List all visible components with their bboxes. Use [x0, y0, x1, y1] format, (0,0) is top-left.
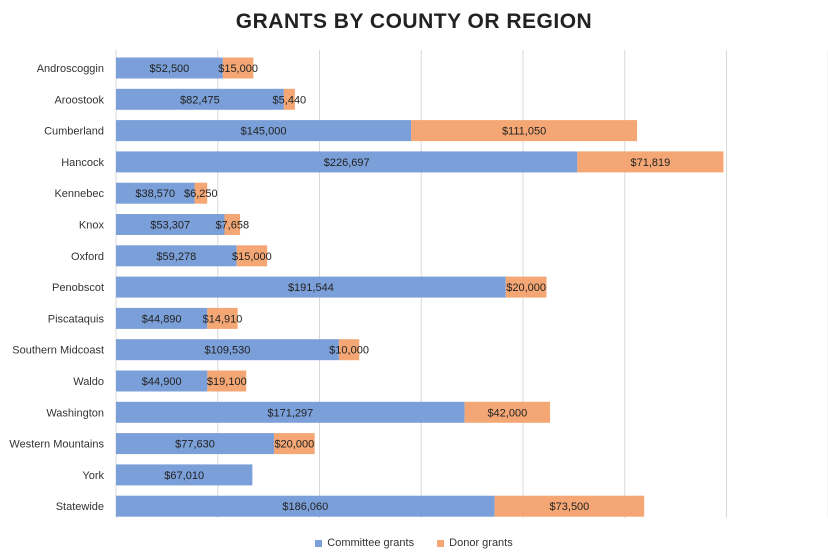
category-label: Knox — [79, 220, 105, 232]
data-label: $15,000 — [232, 251, 272, 263]
data-label: $82,475 — [180, 94, 220, 106]
data-label: $6,250 — [184, 188, 218, 200]
legend-label-committee: Committee grants — [327, 537, 415, 549]
category-label: Washington — [46, 407, 104, 419]
bar-committee — [116, 276, 506, 298]
bar-donor — [207, 307, 238, 329]
category-label: Waldo — [73, 376, 104, 388]
category-label: York — [82, 470, 104, 482]
category-label: Penobscot — [52, 282, 104, 294]
bar-committee — [116, 433, 274, 455]
bar-committee — [116, 307, 208, 329]
data-label: $186,060 — [282, 501, 328, 513]
bar-donor — [207, 370, 247, 392]
bar-donor — [222, 57, 254, 79]
data-label: $38,570 — [135, 188, 175, 200]
bar-committee — [116, 57, 223, 79]
legend: Committee grants Donor grants — [0, 537, 828, 550]
data-label: $191,544 — [288, 282, 334, 294]
chart-title: GRANTS BY COUNTY OR REGION — [235, 10, 593, 33]
category-label: Western Mountains — [9, 439, 104, 451]
bar-committee — [116, 370, 208, 392]
bar-donor — [577, 151, 724, 173]
category-label: Hancock — [61, 157, 104, 169]
bar-donor — [236, 245, 268, 267]
bar-committee — [116, 339, 339, 361]
legend-item-committee: Committee grants — [315, 537, 414, 549]
bar-committee — [116, 151, 578, 173]
data-label: $67,010 — [164, 470, 204, 482]
category-labels: Androscoggin Aroostook Cumberland Hancock Ke… — [9, 63, 104, 513]
legend-label-donor: Donor grants — [449, 537, 513, 549]
data-label: $111,050 — [502, 126, 546, 138]
category-label: Southern Midcoast — [12, 345, 104, 357]
bar-committee — [116, 214, 225, 235]
data-label: $77,630 — [175, 439, 215, 451]
bar-committee — [116, 401, 465, 423]
bar-donor — [283, 88, 295, 110]
category-label: Oxford — [71, 251, 104, 263]
data-label: $7,658 — [215, 220, 249, 232]
bar-donor — [411, 120, 638, 142]
data-label: $10,000 — [329, 345, 369, 357]
legend-swatch-committee — [315, 539, 323, 547]
data-label: $19,100 — [207, 376, 247, 388]
category-label: Androscoggin — [37, 63, 104, 75]
category-label: Aroostook — [54, 94, 104, 106]
data-label: $44,890 — [142, 313, 182, 325]
bar-donor — [464, 401, 551, 423]
category-label: Cumberland — [44, 126, 104, 138]
bar-committee — [116, 464, 253, 486]
data-label: $53,307 — [150, 220, 190, 232]
bars — [116, 57, 724, 517]
legend-swatch-donor — [437, 539, 445, 547]
data-label: $42,000 — [487, 407, 527, 419]
legend-item-donor: Donor grants — [437, 537, 513, 549]
bar-donor — [505, 276, 547, 298]
data-label: $5,440 — [273, 94, 307, 106]
data-label: $109,530 — [205, 345, 251, 357]
data-label: $52,500 — [150, 63, 190, 75]
value-labels: $52,500 $15,000 $82,475 $5,440 $145,000 $111,… — [135, 63, 670, 513]
data-label: $20,000 — [274, 439, 314, 451]
bar-donor — [194, 182, 208, 204]
bar-committee — [116, 245, 237, 267]
bar-donor — [224, 214, 241, 235]
data-label: $226,697 — [324, 157, 370, 169]
bar-committee — [116, 495, 495, 517]
bar-donor — [338, 339, 360, 361]
data-label: $15,000 — [218, 63, 258, 75]
category-label: Kennebec — [54, 188, 104, 200]
data-label: $71,819 — [631, 157, 671, 169]
bar-committee — [116, 88, 284, 110]
bar-donor — [273, 433, 315, 455]
data-label: $20,000 — [506, 282, 546, 294]
category-label: Piscataquis — [48, 313, 105, 325]
bar-committee — [116, 120, 412, 142]
data-label: $145,000 — [241, 126, 287, 138]
bar-donor — [494, 495, 645, 517]
data-label: $44,900 — [142, 376, 182, 388]
data-label: $73,500 — [550, 501, 590, 513]
data-label: $14,910 — [203, 313, 243, 325]
category-label: Statewide — [56, 501, 104, 513]
bar-committee — [116, 182, 195, 204]
data-label: $171,297 — [267, 407, 313, 419]
data-label: $59,278 — [156, 251, 196, 263]
